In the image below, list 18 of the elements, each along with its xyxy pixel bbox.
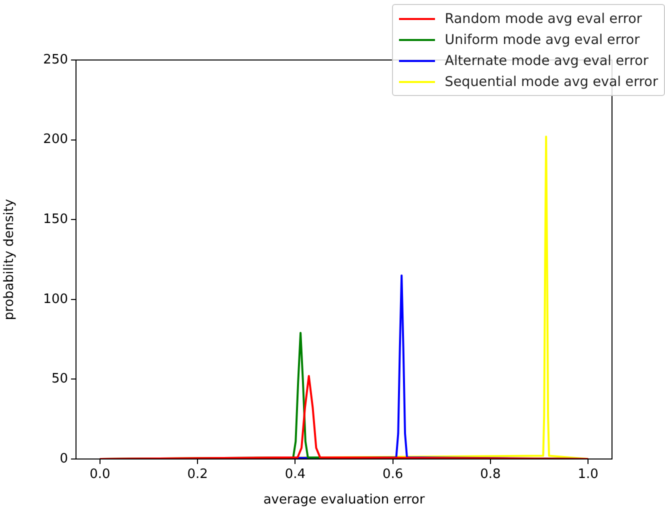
x-tick-label: 0.8 (480, 467, 501, 482)
y-tick-label: 250 (43, 52, 68, 68)
y-tick-label: 0 (60, 451, 68, 466)
y-tick-label: 100 (43, 292, 68, 307)
legend-label: Uniform mode avg eval error (444, 32, 640, 48)
y-tick-label: 200 (43, 132, 68, 148)
x-tick-label: 0.6 (382, 467, 404, 482)
x-tick-label: 0.2 (187, 467, 208, 482)
legend-label: Random mode avg eval error (444, 10, 642, 26)
legend-label: Alternate mode avg eval error (444, 52, 648, 68)
y-axis-title: probability density (2, 198, 18, 320)
x-tick-label: 0.0 (90, 467, 110, 482)
y-tick-label: 150 (43, 212, 68, 227)
y-tick-label: 50 (51, 372, 68, 387)
x-tick-label: 1.0 (578, 467, 598, 482)
legend-label: Sequential mode avg eval error (444, 74, 658, 90)
x-tick-label: 0.4 (284, 467, 306, 482)
x-axis-title: average evaluation error (263, 492, 426, 508)
